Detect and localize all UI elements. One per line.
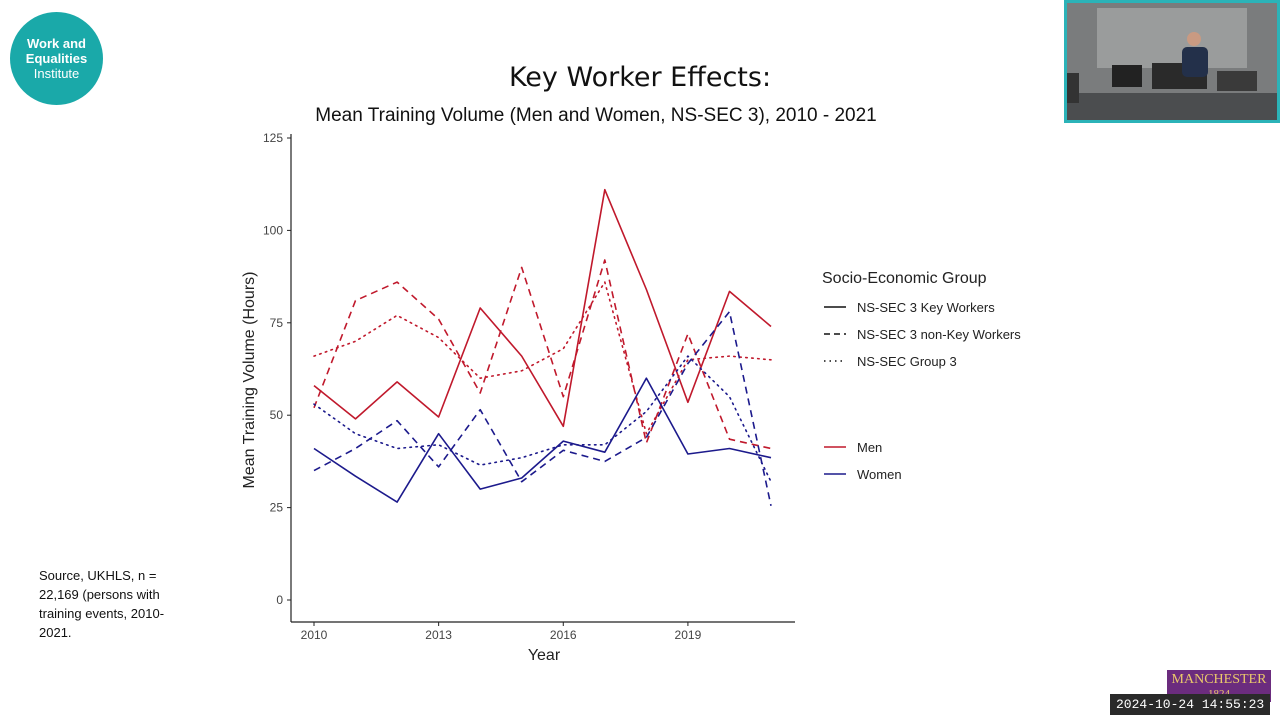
legend: Socio-Economic Group NS-SEC 3 Key Worker… [822,270,1021,482]
legend-label-non-key-workers: NS-SEC 3 non-Key Workers [857,327,1021,342]
series-line-women-dashed [313,310,772,506]
legend-title: Socio-Economic Group [822,270,987,287]
slide-title: Key Worker Effects: [508,62,772,93]
x-tick-label: 2019 [675,628,702,642]
work-equalities-logo: Work and Equalities Institute [10,12,103,105]
logo-line-1: Work and [27,36,86,51]
x-tick-label: 2013 [425,628,452,642]
y-tick-label: 100 [263,223,283,237]
chart-title: Mean Training Volume (Men and Women, NS-… [315,105,877,126]
x-tick-label: 2016 [550,628,577,642]
series-line-men-dashed [313,259,772,450]
legend-label-key-workers: NS-SEC 3 Key Workers [857,300,995,315]
legend-label-women: Women [857,467,902,482]
y-tick-label: 50 [270,408,284,422]
legend-label-group-3: NS-SEC Group 3 [857,354,957,369]
video-timestamp: 2024-10-24 14:55:23 [1110,694,1271,715]
x-tick-label: 2010 [301,628,328,642]
y-axis-label: Mean Training Volume (Hours) [241,272,258,489]
x-axis-label: Year [528,647,561,664]
university-logo-name: MANCHESTER [1171,672,1267,687]
logo-line-2: Equalities [25,51,88,66]
presenter-video-picture [1067,3,1277,120]
y-tick-label: 25 [270,501,284,515]
series-line-women-dotted [313,355,772,483]
series-line-women-solid [313,377,772,503]
source-note: Source, UKHLS, n = 22,169 (persons with … [39,568,165,640]
series-line-men-solid [313,188,772,428]
y-tick-label: 125 [263,131,283,145]
legend-label-men: Men [857,440,882,455]
logo-line-3: Institute [33,66,80,81]
y-tick-label: 0 [276,593,283,607]
presenter-camera-feed [1064,0,1280,123]
y-tick-label: 75 [270,316,284,330]
series-line-men-dotted [313,281,772,435]
